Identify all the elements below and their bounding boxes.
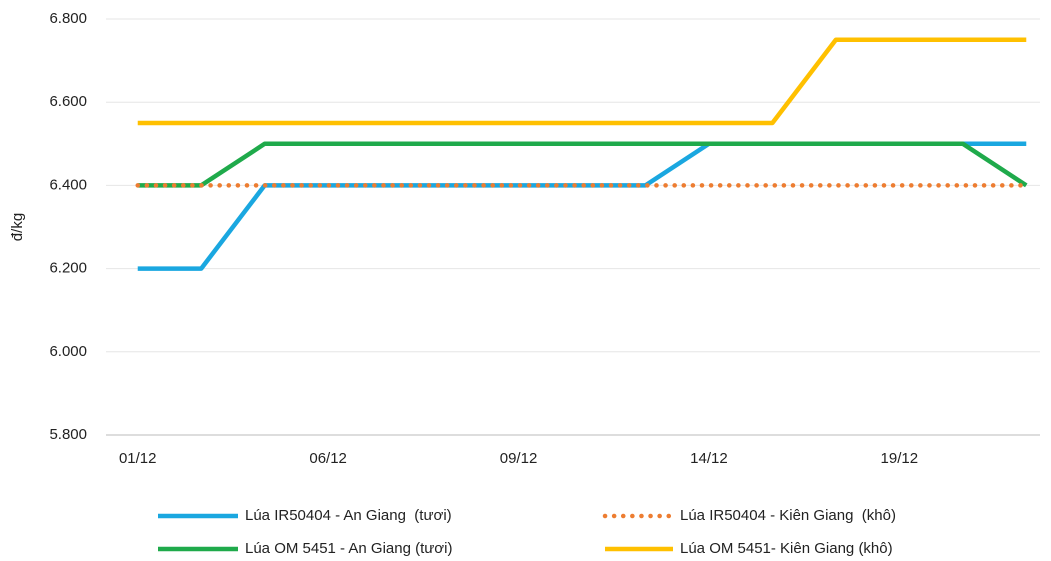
x-tick-label: 19/12 xyxy=(881,450,919,467)
y-tick-label: 6.800 xyxy=(49,10,87,27)
y-tick-label: 6.600 xyxy=(49,93,87,110)
y-tick-label: 6.400 xyxy=(49,176,87,193)
x-tick-label: 01/12 xyxy=(119,450,157,467)
legend-label: Lúa OM 5451 - An Giang (tươi) xyxy=(245,540,452,557)
legend-label: Lúa IR50404 - Kiên Giang (khô) xyxy=(680,507,896,524)
y-axis-label: đ/kg xyxy=(9,213,26,241)
legend-label: Lúa IR50404 - An Giang (tươi) xyxy=(245,507,452,524)
legend-label: Lúa OM 5451- Kiên Giang (khô) xyxy=(680,540,893,557)
line-series xyxy=(137,37,1027,126)
x-tick-label: 09/12 xyxy=(500,450,538,467)
y-tick-label: 6.000 xyxy=(49,343,87,360)
line-series xyxy=(137,141,1027,271)
y-tick-label: 5.800 xyxy=(49,426,87,443)
y-tick-label: 6.200 xyxy=(49,260,87,277)
x-tick-label: 14/12 xyxy=(690,450,728,467)
line-series xyxy=(137,141,1028,188)
x-tick-label: 06/12 xyxy=(309,450,347,467)
